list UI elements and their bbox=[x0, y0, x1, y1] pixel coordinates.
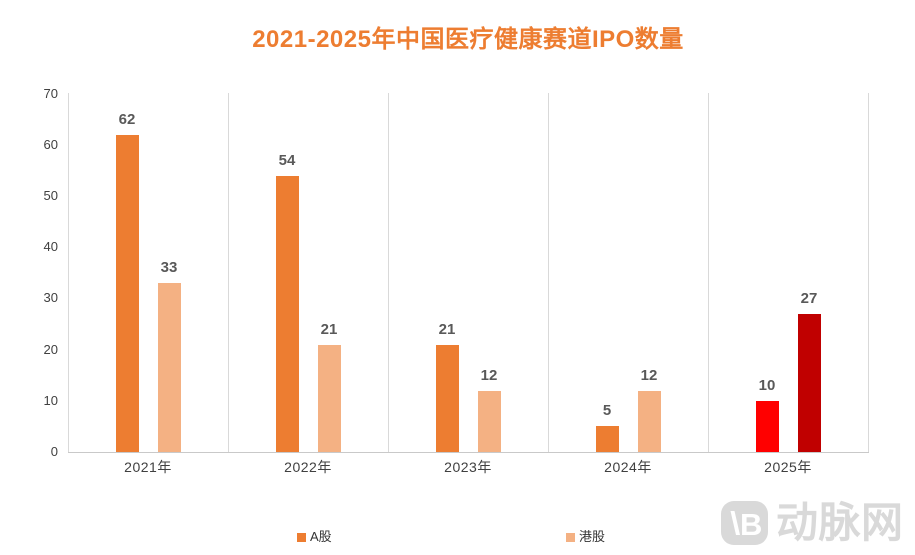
y-tick-label: 60 bbox=[43, 136, 58, 152]
y-tick-label: 0 bbox=[50, 444, 58, 459]
vb-logo-icon: B bbox=[721, 501, 768, 545]
bar-value-label: 12 bbox=[480, 366, 498, 384]
y-tick-label: 20 bbox=[43, 341, 58, 357]
bar-value-label: 12 bbox=[640, 366, 658, 384]
bar-value-label: 21 bbox=[438, 320, 456, 338]
legend-swatch-icon bbox=[297, 532, 306, 542]
y-tick-label: 10 bbox=[43, 392, 58, 408]
bar-A股-2022年 bbox=[275, 175, 299, 452]
bar-value-label: 62 bbox=[118, 110, 136, 128]
x-tick-label: 2023年 bbox=[444, 459, 492, 475]
bar-港股-2021年 bbox=[157, 283, 181, 452]
category-separator-line bbox=[868, 93, 869, 452]
bar-港股-2024年 bbox=[637, 390, 661, 452]
x-tick-label: 2025年 bbox=[764, 459, 812, 475]
x-axis-line bbox=[68, 452, 869, 453]
bar-A股-2024年 bbox=[595, 426, 619, 452]
chart-title: 2021-2025年中国医疗健康赛道IPO数量 bbox=[252, 26, 684, 53]
bar-value-label: 21 bbox=[320, 320, 338, 338]
legend-label: 港股 bbox=[579, 529, 606, 544]
bar-value-label: 33 bbox=[160, 259, 178, 277]
watermark-brand-text: 动脉网 bbox=[776, 499, 904, 546]
bar-港股-2023年 bbox=[477, 390, 501, 452]
bar-value-label: 10 bbox=[758, 376, 776, 394]
category-separator-line bbox=[228, 93, 229, 452]
x-tick-label: 2024年 bbox=[604, 459, 652, 475]
bar-港股-2022年 bbox=[317, 344, 341, 452]
legend-swatch-icon bbox=[566, 532, 575, 542]
y-tick-label: 50 bbox=[43, 188, 58, 204]
watermark: B 动脉网 bbox=[721, 500, 904, 546]
bar-港股-2025年 bbox=[797, 313, 821, 452]
category-separator-line bbox=[708, 93, 709, 452]
bar-A股-2023年 bbox=[435, 344, 459, 452]
category-separator-line bbox=[388, 93, 389, 452]
legend-item-港股: 港股 bbox=[566, 530, 605, 544]
y-tick-label: 70 bbox=[43, 85, 58, 101]
y-tick-label: 40 bbox=[43, 239, 58, 255]
x-tick-label: 2022年 bbox=[284, 459, 332, 475]
y-axis-line bbox=[68, 93, 69, 452]
y-tick-label: 30 bbox=[43, 290, 58, 306]
bar-value-label: 27 bbox=[800, 289, 818, 307]
bar-A股-2021年 bbox=[115, 134, 139, 452]
legend-item-A股: A股 bbox=[297, 530, 332, 544]
bar-value-label: 54 bbox=[278, 151, 296, 169]
bar-A股-2025年 bbox=[755, 400, 779, 452]
bar-value-label: 5 bbox=[602, 402, 612, 420]
legend-label: A股 bbox=[310, 529, 332, 544]
x-tick-label: 2021年 bbox=[124, 459, 172, 475]
vb-logo-monogram: B bbox=[740, 507, 762, 542]
category-separator-line bbox=[548, 93, 549, 452]
